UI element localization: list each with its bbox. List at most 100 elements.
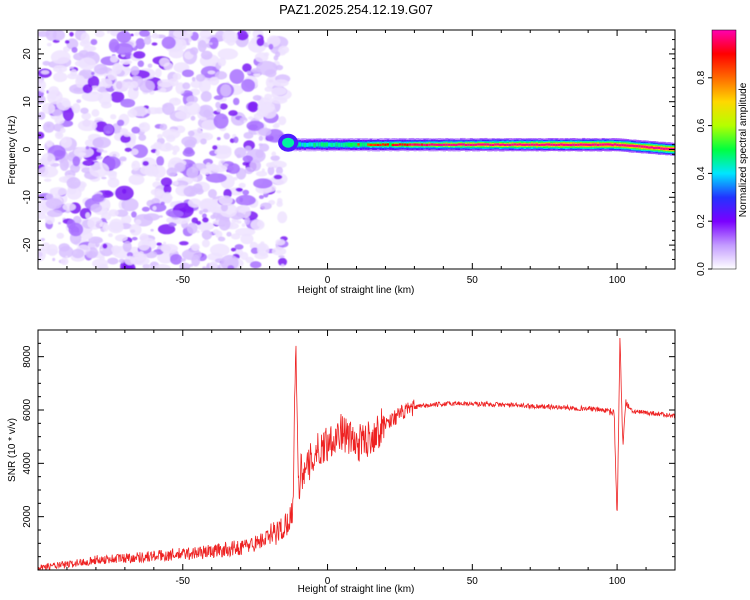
carrier-cell xyxy=(496,143,500,146)
noise-blob xyxy=(162,102,175,115)
noise-blob xyxy=(186,95,198,104)
noise-blob xyxy=(109,55,119,63)
carrier-cell xyxy=(367,143,371,146)
carrier-cell xyxy=(545,143,549,146)
noise-blob xyxy=(170,253,183,265)
noise-blob xyxy=(162,129,181,140)
noise-blob xyxy=(44,215,55,225)
noise-blob xyxy=(168,222,177,227)
colorbar-label: Normalized spectral amplitude xyxy=(738,82,749,217)
noise-blob xyxy=(157,79,174,88)
noise-blob xyxy=(187,130,195,137)
carrier-cell xyxy=(391,143,395,147)
noise-blob xyxy=(49,186,68,196)
carrier-cell xyxy=(389,142,393,147)
spectrogram-xtick-label: 0 xyxy=(325,275,331,286)
carrier-cell xyxy=(408,143,412,146)
noise-blob xyxy=(130,65,140,76)
spectrogram-ytick-label: -20 xyxy=(22,237,33,252)
carrier-cell xyxy=(372,143,376,146)
noise-blob xyxy=(88,236,103,244)
noise-blob xyxy=(189,47,199,55)
noise-blob xyxy=(235,187,243,192)
noise-blob xyxy=(90,203,103,213)
noise-blob xyxy=(119,59,133,65)
noise-blob xyxy=(247,101,259,113)
snr-xtick-label: 50 xyxy=(467,576,479,587)
noise-blob xyxy=(233,136,239,144)
noise-blob xyxy=(138,134,147,141)
carrier-cell xyxy=(457,143,461,146)
noise-blob xyxy=(71,103,81,114)
noise-blob xyxy=(60,127,66,134)
carrier-cell xyxy=(403,143,407,146)
noise-blob xyxy=(243,120,247,123)
noise-blob xyxy=(128,133,137,143)
carrier-cell xyxy=(479,143,483,146)
noise-blob xyxy=(278,116,287,126)
snr-series-line xyxy=(38,337,675,570)
carrier-cell xyxy=(455,143,459,147)
carrier-cell xyxy=(513,143,517,146)
noise-blob xyxy=(174,97,179,101)
noise-blob xyxy=(43,178,52,182)
noise-blob xyxy=(69,66,74,69)
noise-blob xyxy=(137,60,145,68)
carrier-cell xyxy=(308,142,312,147)
noise-blob xyxy=(128,174,145,186)
carrier-cell xyxy=(340,142,344,147)
noise-blob xyxy=(38,131,45,139)
spectrogram-ytick-label: 0 xyxy=(22,146,33,152)
carrier-cell xyxy=(481,143,486,146)
noise-blob xyxy=(172,145,180,153)
carrier-cell xyxy=(628,144,632,147)
noise-blob xyxy=(200,91,212,102)
noise-blob xyxy=(267,165,275,176)
noise-blob xyxy=(273,174,283,180)
carrier-cell xyxy=(347,142,351,147)
noise-blob xyxy=(85,51,95,57)
noise-blob xyxy=(160,243,179,254)
carrier-cell xyxy=(381,143,385,146)
noise-blob xyxy=(202,199,212,208)
noise-blob xyxy=(201,230,213,240)
spectrogram-image xyxy=(38,30,675,269)
carrier-cell xyxy=(318,142,322,147)
noise-blob xyxy=(110,91,125,103)
noise-blob xyxy=(102,150,108,153)
carrier-cell xyxy=(435,143,439,146)
noise-blob xyxy=(209,37,219,50)
carrier-cell xyxy=(486,143,490,146)
spectrogram-ylabel: Frequency (Hz) xyxy=(7,116,18,185)
carrier-cell xyxy=(394,143,398,147)
noise-blob xyxy=(98,91,112,105)
noise-blob xyxy=(253,178,273,189)
snr-ticks: -50 0 50 100 2000 4000 6000 8000 xyxy=(22,329,676,587)
noise-blob xyxy=(123,131,132,137)
noise-blob xyxy=(240,251,249,261)
noise-blob xyxy=(173,180,179,186)
carrier-cell xyxy=(535,143,539,146)
carrier-cell xyxy=(464,143,468,147)
carrier-cell xyxy=(301,142,305,147)
carrier-cell xyxy=(460,143,464,146)
carrier-cell xyxy=(604,143,608,146)
noise-blob xyxy=(151,42,158,46)
noise-blob xyxy=(172,72,182,81)
noise-blob xyxy=(269,160,287,169)
noise-blob xyxy=(131,126,141,134)
noise-blob xyxy=(45,193,54,200)
noise-blob xyxy=(62,203,76,211)
snr-xtick-label: -50 xyxy=(176,576,191,587)
colorbar: 0.0 0.2 0.4 0.6 0.8 Normalized spectral ampl… xyxy=(696,29,749,276)
noise-blob xyxy=(61,138,67,144)
carrier-cell xyxy=(401,143,405,146)
noise-blob xyxy=(142,264,152,269)
noise-blob xyxy=(107,30,110,34)
snr-xtick-label: 100 xyxy=(609,576,626,587)
carrier-cell xyxy=(616,143,620,147)
carrier-cell xyxy=(618,144,622,147)
noise-blob xyxy=(198,210,204,215)
noise-blob xyxy=(76,99,82,104)
carrier-cell xyxy=(420,143,424,146)
